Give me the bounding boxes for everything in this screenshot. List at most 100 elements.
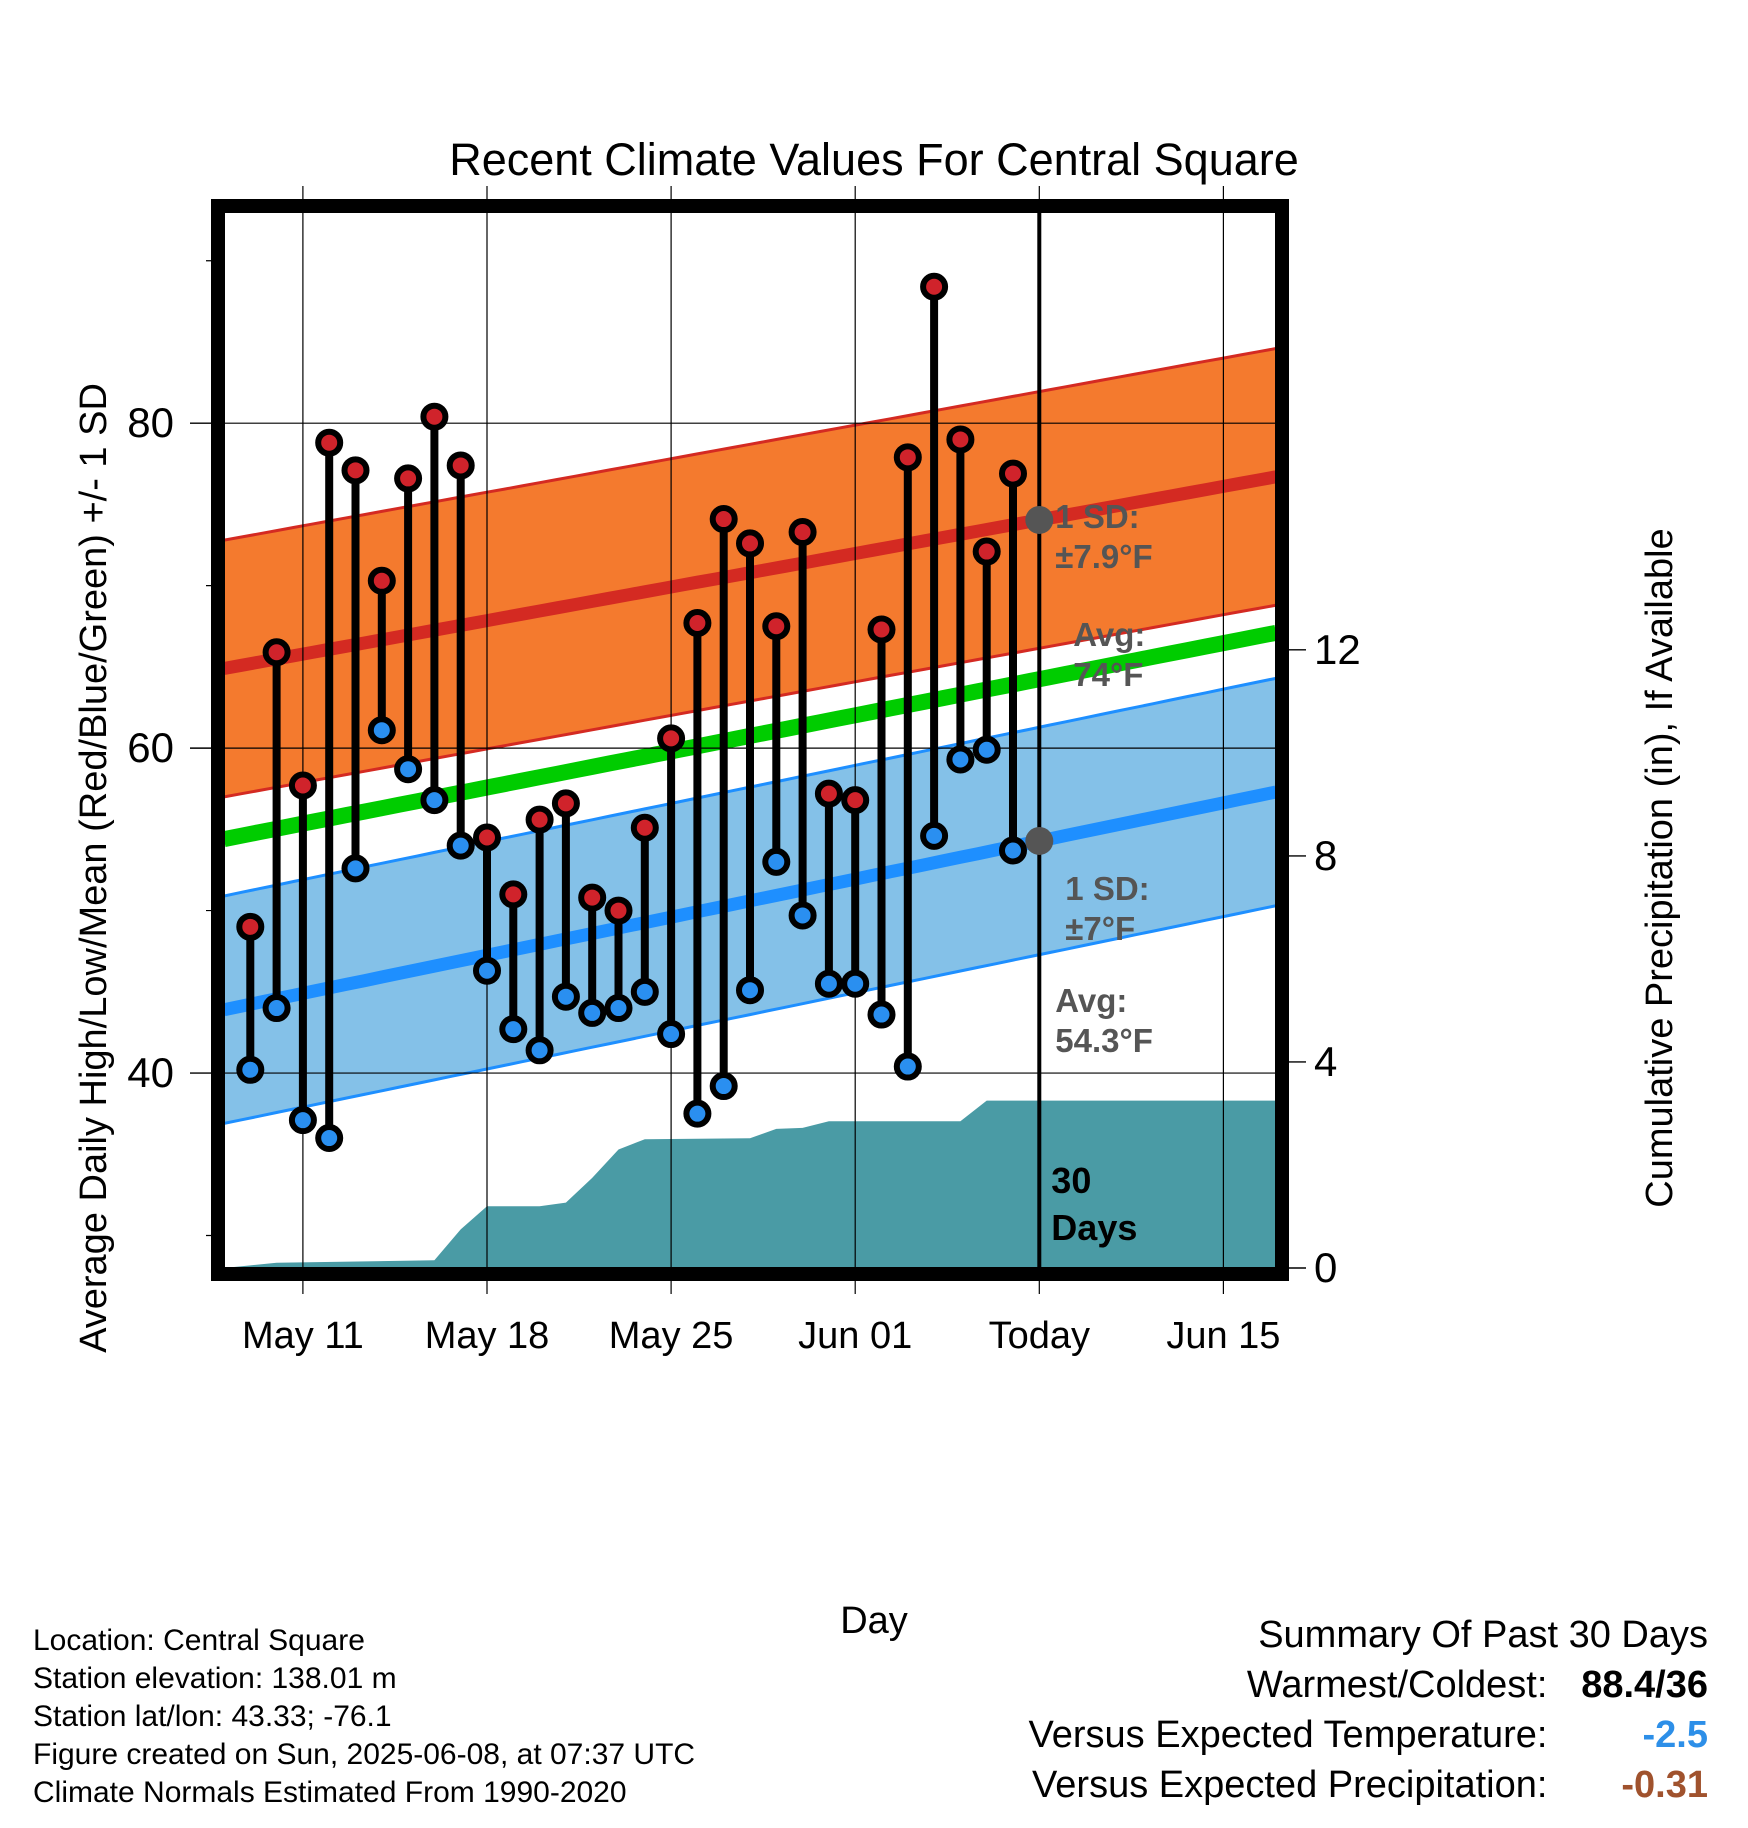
observed-high-point (473, 823, 501, 852)
observed-low-point (262, 994, 291, 1023)
low-sd-annotation-line1: 1 SD: (1065, 870, 1149, 907)
high-avg-annotation-line1: Avg: (1073, 616, 1145, 653)
high-sd-annotation-line2: ±7.9°F (1055, 538, 1152, 575)
y-axis-label: Average Daily High/Low/Mean (Red/Blue/Gr… (73, 383, 115, 1353)
plot-frame (211, 199, 1289, 1281)
x-tick-label: Jun 15 (1166, 1315, 1280, 1357)
observed-low-point (762, 847, 791, 876)
temp-departure-label: Versus Expected Temperature: (1028, 1714, 1548, 1756)
observed-low-point (341, 854, 370, 883)
observed-low-point (920, 821, 949, 850)
low-sd-annotation-line2: ±7°F (1065, 910, 1135, 947)
observed-high-point (814, 779, 843, 808)
observed-low-point (736, 976, 764, 1005)
observed-high-point (762, 612, 791, 641)
y2-tick-label: 0 (1314, 1244, 1337, 1291)
observed-high-point (525, 805, 554, 834)
observed-low-point (499, 1015, 528, 1044)
observed-low-point (657, 1020, 686, 1049)
observed-low-point (867, 1000, 896, 1029)
observed-low-point (236, 1055, 265, 1084)
observed-high-point (630, 813, 659, 842)
x-axis-label: Day (840, 1600, 908, 1642)
summary-title: Summary Of Past 30 Days (1258, 1614, 1708, 1656)
summary-warmest-coldest: Warmest/Coldest: 88.4/36 (1029, 1660, 1708, 1710)
high-band-upper-edge (224, 347, 1276, 542)
low-band-lower-edge (224, 904, 1276, 1125)
observed-high-point (683, 609, 712, 638)
y-tick-label: 80 (127, 399, 174, 446)
y-tick-label: 60 (127, 724, 174, 771)
observed-high-point (946, 425, 975, 454)
observed-low-point (999, 836, 1027, 865)
observed-high-point (999, 459, 1027, 488)
observed-high-point (236, 912, 265, 941)
observed-low-point (288, 1106, 317, 1135)
observed-high-point (551, 789, 580, 818)
y2-axis-label: Cumulative Precipitation (in), If Availa… (1639, 528, 1681, 1207)
observed-low-point (630, 977, 659, 1006)
observed-high-point (446, 451, 475, 480)
summary-panel: Summary Of Past 30 Days Warmest/Coldest:… (1029, 1610, 1708, 1810)
info-location: Location: Central Square (33, 1624, 365, 1657)
observed-low-point (473, 956, 501, 985)
observed-low-point (972, 735, 1001, 764)
observed-low-point (893, 1052, 922, 1081)
observed-low-point (683, 1099, 712, 1128)
today-normal-low-marker (1025, 826, 1054, 855)
observed-low-point (578, 998, 607, 1027)
observed-high-point (867, 615, 896, 644)
observed-high-point (893, 443, 922, 472)
observed-high-point (736, 529, 764, 558)
observed-high-point (788, 518, 817, 547)
observed-high-point (657, 724, 686, 753)
observed-high-point (341, 456, 370, 485)
observed-low-point (367, 716, 396, 745)
x-tick-label: May 11 (242, 1315, 364, 1357)
observed-low-point (394, 755, 423, 784)
station-info: Location: Central Square Station elevati… (33, 1622, 695, 1812)
observed-high-point (920, 272, 949, 301)
today-normal-high-marker (1025, 505, 1054, 534)
low-avg-annotation-line1: Avg: (1055, 982, 1127, 1019)
observed-low-point (525, 1036, 554, 1065)
precip-departure-label: Versus Expected Precipitation: (1032, 1764, 1548, 1806)
info-elevation: Station elevation: 138.01 m (33, 1662, 397, 1695)
observed-low-point (841, 969, 870, 998)
temp-departure-value: -2.5 (1642, 1714, 1708, 1756)
high-avg-annotation-line2: 74°F (1073, 656, 1143, 693)
info-normals: Climate Normals Estimated From 1990-2020 (33, 1776, 627, 1809)
precip-departure-value: -0.31 (1621, 1764, 1708, 1806)
observed-low-point (446, 831, 475, 860)
high-sd-annotation-line1: 1 SD: (1055, 498, 1139, 535)
info-latlon: Station lat/lon: 43.33; -76.1 (33, 1700, 392, 1733)
warmest-coldest-label: Warmest/Coldest: (1246, 1664, 1548, 1706)
observed-low-point (315, 1124, 344, 1153)
observed-high-point (499, 880, 528, 909)
chart-title: Recent Climate Values For Central Square (449, 134, 1299, 185)
observed-high-point (367, 566, 396, 595)
x-tick-label: May 18 (425, 1315, 550, 1357)
observed-low-point (420, 786, 449, 815)
y-tick-label: 40 (127, 1049, 174, 1096)
observed-low-point (709, 1072, 738, 1101)
observed-high-point (315, 428, 344, 457)
today-window-label-line2: Days (1051, 1207, 1137, 1248)
observed-low-point (814, 969, 843, 998)
observed-high-point (262, 638, 291, 667)
info-created: Figure created on Sun, 2025-06-08, at 07… (33, 1738, 696, 1771)
observed-high-point (420, 402, 449, 431)
observed-high-point (972, 537, 1001, 566)
plot-interior (224, 212, 1276, 1268)
low-avg-annotation-line2: 54.3°F (1055, 1022, 1153, 1059)
observed-low-point (946, 745, 975, 774)
y2-tick-label: 8 (1314, 832, 1337, 879)
observed-high-point (841, 786, 870, 815)
observed-high-point (604, 896, 633, 925)
observed-high-point (288, 771, 317, 800)
x-tick-label: Jun 01 (798, 1315, 912, 1357)
y2-tick-label: 4 (1314, 1038, 1337, 1085)
summary-temp: Versus Expected Temperature: -2.5 (1029, 1710, 1708, 1760)
summary-precip: Versus Expected Precipitation: -0.31 (1029, 1760, 1708, 1810)
